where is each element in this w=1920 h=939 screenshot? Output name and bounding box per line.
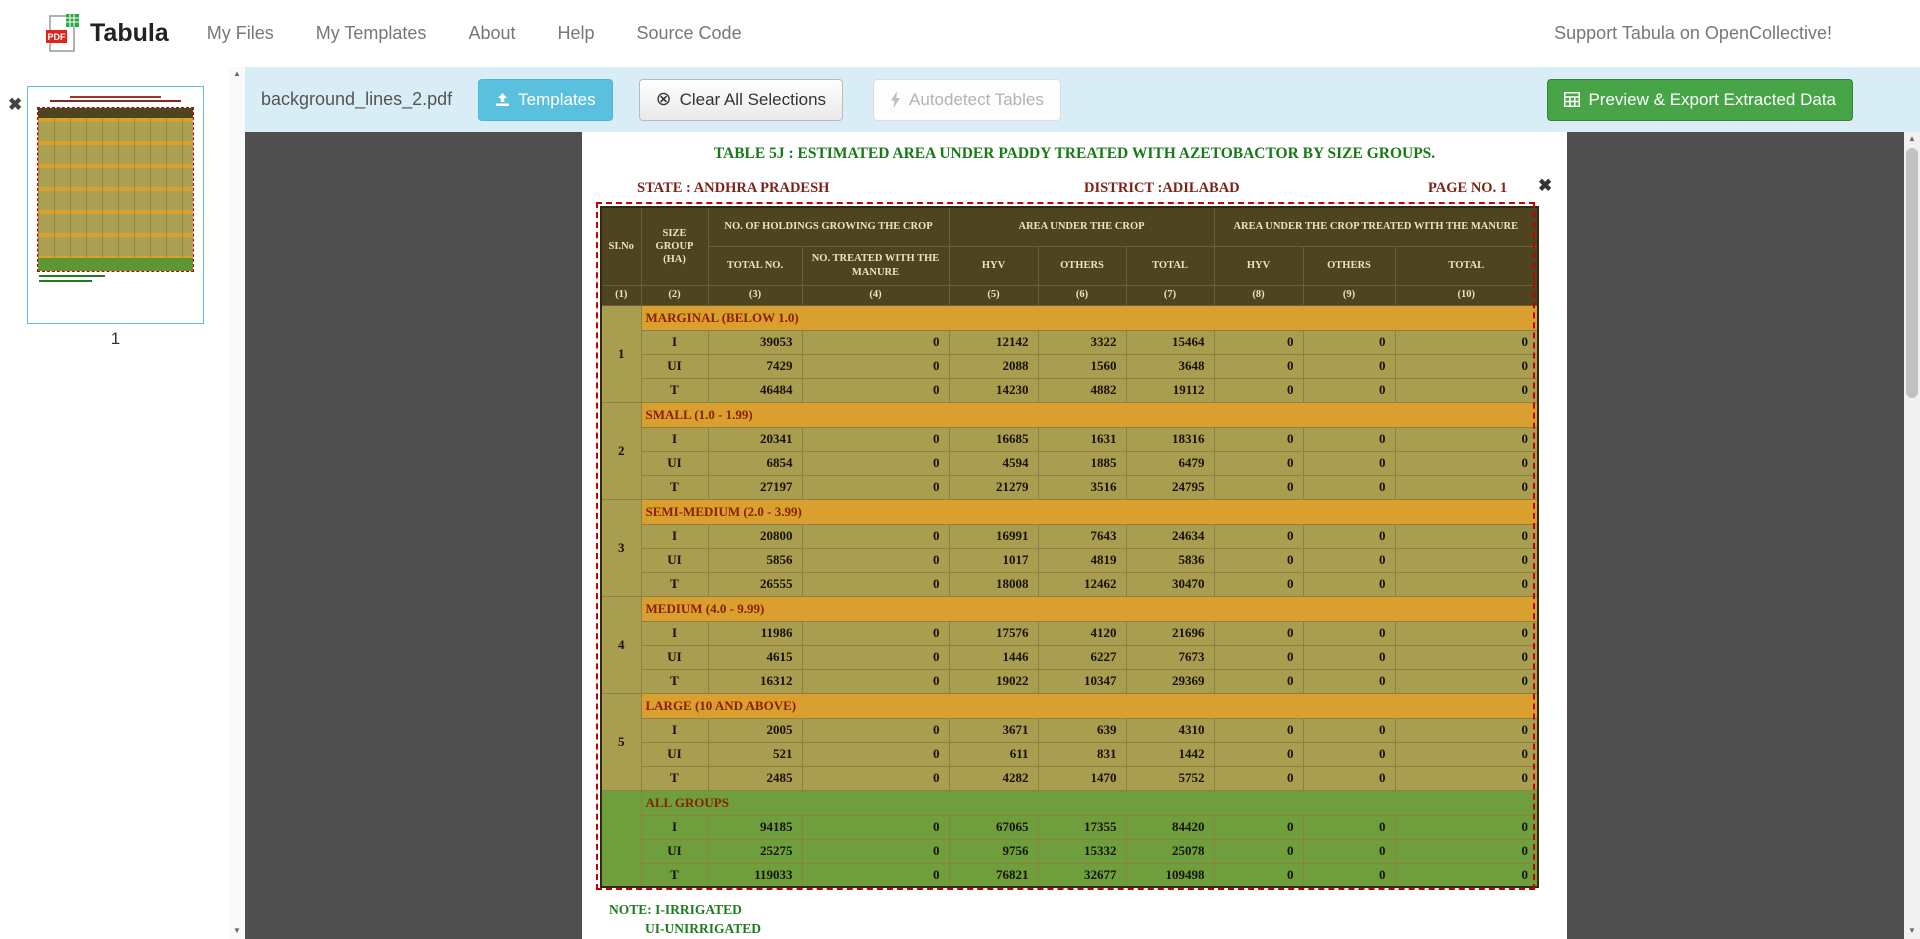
page-number-label: 1 — [27, 329, 204, 349]
note-line-1: NOTE: I-IRRIGATED — [609, 902, 742, 918]
autodetect-tables-button[interactable]: Autodetect Tables — [873, 79, 1061, 121]
main-area: background_lines_2.pdf Templates ⊗ Clear… — [245, 67, 1920, 939]
district-label: DISTRICT :ADILABAD — [1084, 180, 1240, 197]
note-line-2: UI-UNIRRIGATED — [645, 921, 761, 937]
document-viewport: TABLE 5J : ESTIMATED AREA UNDER PADDY TR… — [245, 132, 1920, 939]
scroll-down-icon[interactable]: ▼ — [229, 926, 245, 935]
thumb-title-line — [70, 96, 161, 98]
remove-page-icon[interactable]: ✖ — [8, 95, 22, 115]
brand-title: Tabula — [90, 19, 169, 48]
nav-links: My Files My Templates About Help Source … — [207, 23, 742, 44]
tabula-app: PDF Tabula My Files My Templates About H… — [0, 0, 1920, 939]
export-button-label: Preview & Export Extracted Data — [1588, 90, 1836, 110]
nav-about[interactable]: About — [468, 23, 515, 44]
thumb-note-line — [39, 275, 105, 277]
selection-box[interactable] — [596, 202, 1535, 890]
templates-button[interactable]: Templates — [478, 79, 612, 121]
state-label: STATE : ANDHRA PRADESH — [637, 180, 829, 197]
scroll-up-icon[interactable]: ▲ — [229, 69, 245, 78]
support-link[interactable]: Support Tabula on OpenCollective! — [1554, 23, 1832, 44]
filename-label: background_lines_2.pdf — [261, 89, 452, 110]
templates-upload-icon — [495, 92, 510, 107]
thumb-note-line — [39, 280, 92, 282]
sidebar-scrollbar[interactable]: ▲ ▼ — [229, 67, 245, 939]
clear-circle-x-icon: ⊗ — [656, 90, 672, 109]
pages-sidebar: ✖ 1 ▲ ▼ — [0, 67, 245, 939]
table-grid-icon — [1564, 92, 1580, 107]
scroll-up-icon[interactable]: ▲ — [1904, 134, 1920, 143]
nav-my-files[interactable]: My Files — [207, 23, 274, 44]
lightning-icon — [890, 91, 901, 108]
svg-text:PDF: PDF — [48, 32, 67, 42]
nav-source-code[interactable]: Source Code — [637, 23, 742, 44]
page-no-label: PAGE NO. 1 — [1428, 180, 1507, 197]
pdf-table-title: TABLE 5J : ESTIMATED AREA UNDER PADDY TR… — [582, 145, 1567, 163]
document-scrollbar[interactable]: ▲ ▼ — [1904, 132, 1920, 939]
top-navbar: PDF Tabula My Files My Templates About H… — [0, 0, 1920, 67]
thumb-subtitle-line — [50, 100, 182, 102]
tabula-logo-icon: PDF — [44, 13, 80, 55]
toolbar: background_lines_2.pdf Templates ⊗ Clear… — [245, 67, 1920, 132]
templates-button-label: Templates — [518, 90, 595, 110]
page-thumbnail[interactable] — [27, 86, 204, 324]
clear-all-selections-button[interactable]: ⊗ Clear All Selections — [639, 79, 843, 121]
scroll-down-icon[interactable]: ▼ — [1904, 926, 1920, 935]
clear-button-label: Clear All Selections — [680, 90, 826, 110]
scrollbar-thumb[interactable] — [1906, 148, 1918, 398]
nav-my-templates[interactable]: My Templates — [316, 23, 427, 44]
brand-link[interactable]: PDF Tabula — [44, 13, 169, 55]
nav-help[interactable]: Help — [557, 23, 594, 44]
autodetect-button-label: Autodetect Tables — [909, 90, 1044, 110]
pdf-meta-row: STATE : ANDHRA PRADESH DISTRICT :ADILABA… — [582, 180, 1567, 202]
thumbnail-table — [37, 107, 194, 272]
selection-close-icon[interactable]: ✖ — [1538, 176, 1552, 196]
pdf-page[interactable]: TABLE 5J : ESTIMATED AREA UNDER PADDY TR… — [582, 132, 1567, 939]
preview-export-button[interactable]: Preview & Export Extracted Data — [1547, 79, 1853, 121]
